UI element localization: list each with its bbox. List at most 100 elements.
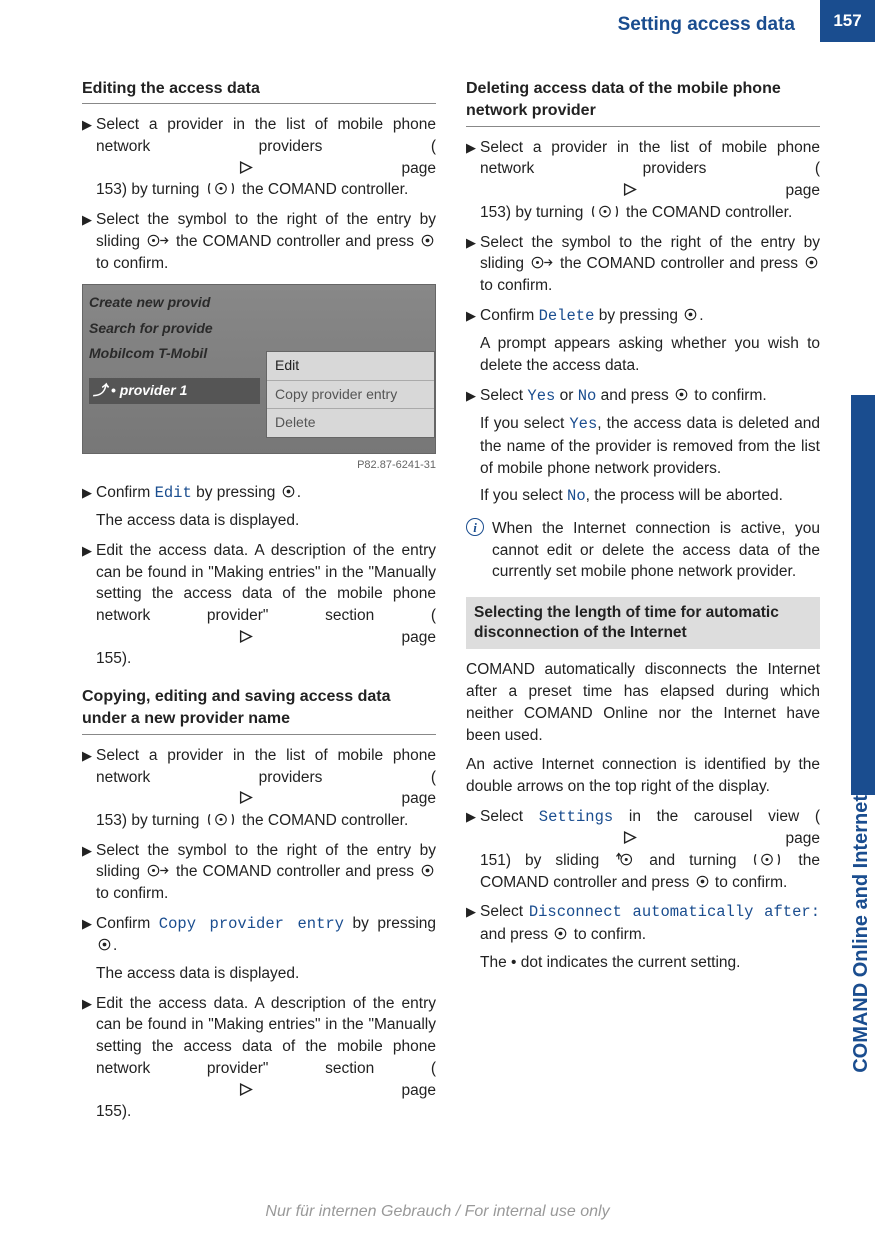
step: ▶ Select a provider in the list of mobil… (466, 137, 820, 224)
step-marker-icon: ▶ (82, 482, 96, 532)
step: ▶ Select Disconnect automatically after:… (466, 901, 820, 973)
footer-watermark: Nur für internen Gebrauch / For internal… (0, 1201, 875, 1223)
step-text: Select the symbol to the right of the en… (96, 209, 436, 274)
step-text: Select Settings in the carousel view ( p… (480, 806, 820, 894)
pageref-icon (96, 1082, 396, 1097)
slide-icon (145, 233, 171, 248)
pageref-icon (96, 629, 396, 644)
press-icon (682, 307, 699, 322)
step-text: Select the symbol to the right of the en… (480, 232, 820, 297)
step-marker-icon: ▶ (82, 993, 96, 1123)
step: ▶ Select the symbol to the right of the … (466, 232, 820, 297)
step-marker-icon: ▶ (466, 232, 480, 297)
heading-copying: Copying, editing and saving access data … (82, 686, 436, 735)
menu-no: No (578, 387, 597, 405)
turn-icon (204, 181, 238, 196)
paragraph: COMAND automatically disconnects the Int… (466, 659, 820, 746)
menu-delete: Delete (539, 307, 595, 325)
step-text: Select a provider in the list of mobile … (96, 114, 436, 201)
side-tab (851, 395, 875, 795)
press-icon (419, 863, 436, 878)
menu-copy: Copy provider entry (159, 915, 344, 933)
step-text: Confirm Edit by pressing . The access da… (96, 482, 436, 532)
step-marker-icon: ▶ (466, 385, 480, 508)
step: ▶ Select Yes or No and press to confirm.… (466, 385, 820, 508)
fig-item: Create new provid (89, 293, 260, 313)
turn-icon (588, 204, 622, 219)
menu-disconnect: Disconnect automatically after: (529, 903, 820, 921)
step-text: Select a provider in the list of mobile … (480, 137, 820, 224)
step: ▶ Edit the access data. A description of… (82, 540, 436, 670)
step: ▶ Select Settings in the carousel view (… (466, 806, 820, 894)
fig-menu-item: Edit (267, 352, 434, 380)
step-marker-icon: ▶ (82, 540, 96, 670)
turn-icon (204, 812, 238, 827)
step: ▶ Confirm Copy provider entry by pressin… (82, 913, 436, 985)
page-header: Setting access data 157 (0, 0, 875, 48)
step-text: Select Yes or No and press to confirm. I… (480, 385, 820, 508)
heading-deleting: Deleting access data of the mobile phone… (466, 78, 820, 127)
step-text: Confirm Copy provider entry by pressing … (96, 913, 436, 985)
info-text: When the Internet connection is active, … (492, 518, 820, 583)
menu-edit: Edit (155, 484, 192, 502)
fig-item: Mobilcom T-Mobil (89, 344, 260, 364)
step: ▶ Select the symbol to the right of the … (82, 840, 436, 905)
step: ▶ Select the symbol to the right of the … (82, 209, 436, 274)
step-marker-icon: ▶ (466, 901, 480, 973)
menu-yes: Yes (569, 415, 597, 433)
pageref-icon (96, 790, 396, 805)
step-text: Select a provider in the list of mobile … (96, 745, 436, 832)
fig-menu-item: Delete (267, 408, 434, 437)
right-column: Deleting access data of the mobile phone… (466, 78, 820, 1131)
step: ▶ Confirm Edit by pressing . The access … (82, 482, 436, 532)
press-icon (552, 926, 569, 941)
header-title: Setting access data (618, 12, 795, 39)
pageref-icon (96, 160, 396, 175)
step: ▶ Confirm Delete by pressing . A prompt … (466, 305, 820, 377)
step: ▶ Select a provider in the list of mobil… (82, 745, 436, 832)
step: ▶ Edit the access data. A description of… (82, 993, 436, 1123)
fig-menu-item: Copy provider entry (267, 380, 434, 409)
page-number: 157 (820, 0, 875, 42)
left-column: Editing the access data ▶ Select a provi… (82, 78, 436, 1131)
menu-settings: Settings (539, 808, 613, 826)
step-marker-icon: ▶ (466, 806, 480, 894)
step-text: Confirm Delete by pressing . A prompt ap… (480, 305, 820, 377)
fig-item: Search for provide (89, 319, 260, 339)
press-icon (280, 484, 297, 499)
pageref-icon (480, 182, 780, 197)
step-marker-icon: ▶ (82, 840, 96, 905)
step-marker-icon: ▶ (82, 745, 96, 832)
step-marker-icon: ▶ (82, 913, 96, 985)
menu-no: No (567, 487, 586, 505)
step-marker-icon: ▶ (466, 137, 480, 224)
menu-yes: Yes (527, 387, 555, 405)
slide-icon (529, 255, 555, 270)
slide-icon (145, 863, 171, 878)
step-text: Select Disconnect automatically after: a… (480, 901, 820, 973)
step-text: Edit the access data. A description of t… (96, 540, 436, 670)
step-marker-icon: ▶ (82, 209, 96, 274)
figure-caption: P82.87-6241-31 (82, 458, 436, 473)
press-icon (419, 233, 436, 248)
step-text: Edit the access data. A description of t… (96, 993, 436, 1123)
turn-icon (750, 852, 784, 867)
heading-editing: Editing the access data (82, 78, 436, 104)
press-icon (694, 874, 711, 889)
info-icon: i (466, 518, 484, 536)
step-marker-icon: ▶ (466, 305, 480, 377)
slide-vert-icon (613, 852, 635, 867)
step: ▶ Select a provider in the list of mobil… (82, 114, 436, 201)
pageref-icon (480, 830, 780, 845)
heading-auto-disconnect: Selecting the length of time for automat… (466, 597, 820, 649)
side-section-label: COMAND Online and Internet (847, 795, 875, 1073)
press-icon (96, 937, 113, 952)
step-text: Select the symbol to the right of the en… (96, 840, 436, 905)
paragraph: An active Internet connection is identif… (466, 754, 820, 797)
screenshot-figure: Create new provid Search for provide Mob… (82, 284, 436, 454)
info-note: i When the Internet connection is active… (466, 518, 820, 583)
fig-item-selected: ⤴ • provider 1 (89, 378, 260, 404)
press-icon (803, 255, 820, 270)
press-icon (673, 387, 690, 402)
step-marker-icon: ▶ (82, 114, 96, 201)
